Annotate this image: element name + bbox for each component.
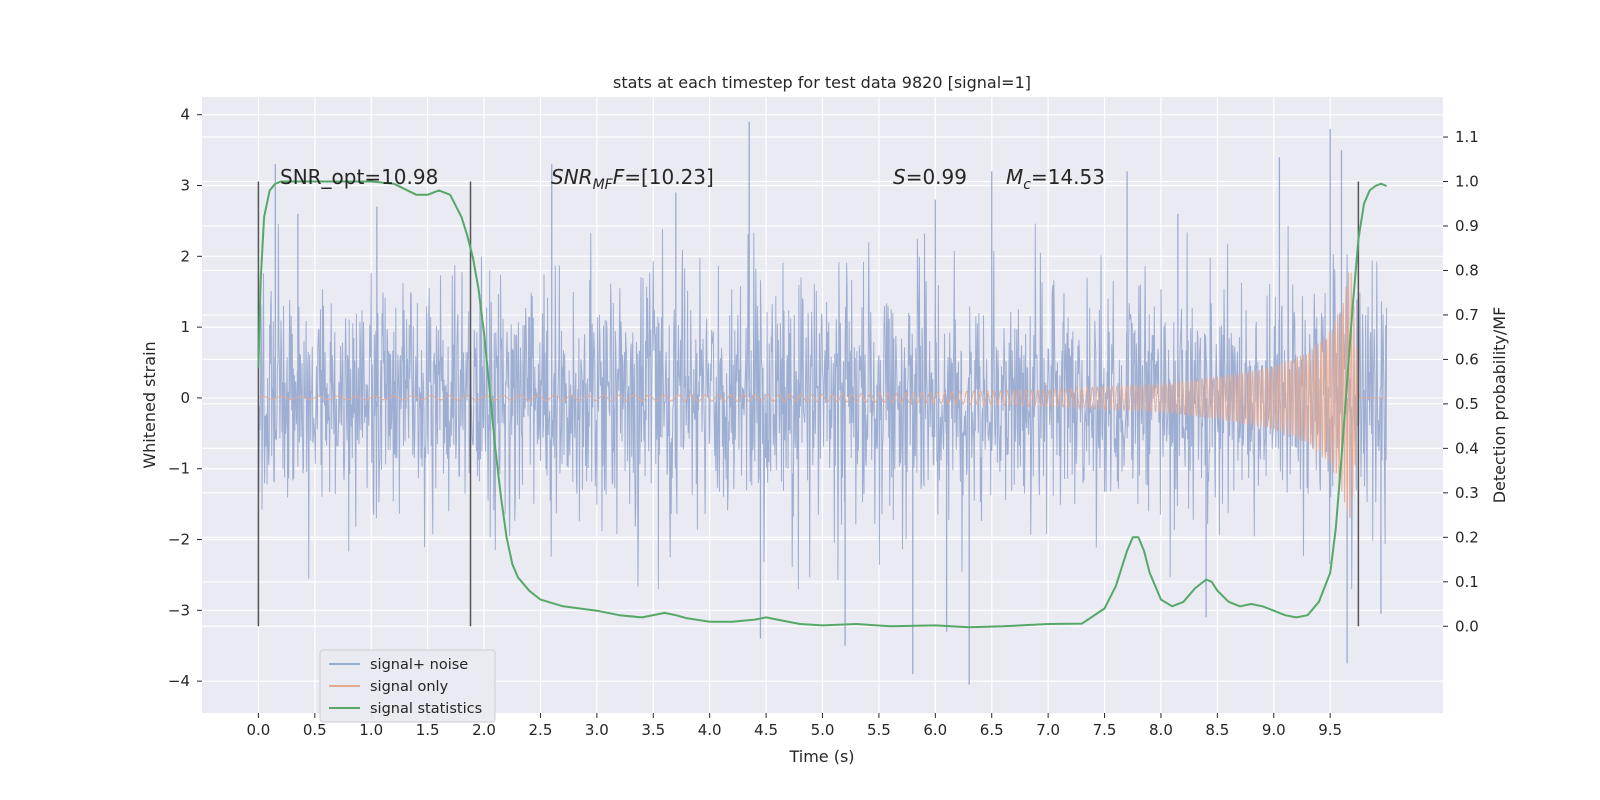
y2-axis-ticks: 1.1 1.0 0.9 0.8 0.7 0.6 0.5 0.4 0.3 0.2 0.1 0.0: [1443, 128, 1479, 635]
mc-symbol: M: [1006, 165, 1023, 189]
y-tick-label: 1: [180, 318, 190, 336]
y2-tick-label: 0.8: [1455, 261, 1479, 279]
x-tick-label: 6.5: [980, 721, 1004, 739]
x-tick-label: 4.5: [754, 721, 778, 739]
legend-label-stats: signal statistics: [370, 701, 482, 717]
y2-tick-label: 0.7: [1455, 306, 1479, 324]
y-tick-label: 3: [180, 177, 190, 195]
y2-tick-label: 0.3: [1455, 484, 1479, 502]
x-tick-label: 1.5: [416, 721, 440, 739]
x-tick-label: 5.5: [867, 721, 891, 739]
x-tick-label: 8.5: [1205, 721, 1229, 739]
x-tick-label: 0.0: [246, 721, 270, 739]
y-tick-label: 4: [180, 106, 190, 124]
snr-mf-f: F: [613, 165, 625, 189]
annotation-s: S=0.99: [893, 165, 967, 189]
y-axis-title: Whitened strain: [140, 341, 159, 468]
statistics-series: [257, 180, 1387, 629]
y2-tick-label: 0.2: [1455, 528, 1479, 546]
y-tick-label: 0: [180, 389, 190, 407]
noise-line: [257, 223, 1388, 590]
y2-tick-label: 1.1: [1455, 128, 1479, 146]
x-tick-label: 2.0: [472, 721, 496, 739]
annotation-mc: Mc=14.53: [1006, 165, 1105, 193]
s-value: =0.99: [906, 165, 967, 189]
legend-label-noise: signal+ noise: [370, 657, 468, 673]
y2-tick-label: 0.5: [1455, 395, 1479, 413]
legend: signal+ noise signal only signal statist…: [319, 649, 496, 723]
x-tick-label: 2.5: [529, 721, 553, 739]
legend-label-signal: signal only: [370, 679, 449, 695]
x-axis-title: Time (s): [788, 747, 854, 766]
s-symbol: S: [893, 165, 906, 189]
x-tick-label: 1.0: [359, 721, 383, 739]
x-tick-label: 7.5: [1093, 721, 1117, 739]
y2-tick-label: 0.0: [1455, 617, 1479, 635]
y-tick-label: 2: [180, 247, 190, 265]
y2-tick-label: 1.0: [1455, 173, 1479, 191]
x-tick-label: 0.5: [303, 721, 327, 739]
y-axis-ticks: 4 3 2 1 0 −1 −2 −3 −4: [168, 106, 202, 690]
signal-series: [258, 272, 1387, 518]
y-tick-label: −2: [168, 531, 190, 549]
snr-mf-symbol: SNR: [551, 165, 593, 189]
y-tick-label: −3: [168, 601, 190, 619]
y2-tick-label: 0.1: [1455, 573, 1479, 591]
signal-line: [258, 272, 1387, 518]
x-tick-label: 3.5: [641, 721, 665, 739]
x-tick-label: 8.0: [1149, 721, 1173, 739]
y2-axis-title: Detection probability/MF: [1490, 307, 1509, 504]
mc-subscript: c: [1023, 177, 1031, 193]
x-axis-ticks: 0.0 0.5 1.0 1.5 2.0 2.5 3.0 3.5 4.0 4.5 5.0 5.5 6.0 6…: [246, 713, 1342, 739]
x-tick-label: 6.0: [923, 721, 947, 739]
chart-title: stats at each timestep for test data 982…: [613, 73, 1031, 92]
statistics-line: [257, 180, 1387, 629]
snr-mf-subscript: MF: [593, 177, 614, 193]
annotation-snr-opt: SNR_opt=10.98: [280, 165, 438, 189]
y-tick-label: −4: [168, 672, 190, 690]
legend-box: [319, 649, 496, 723]
y2-tick-label: 0.4: [1455, 439, 1479, 457]
y2-tick-label: 0.9: [1455, 217, 1479, 235]
y-tick-label: −1: [168, 460, 190, 478]
x-tick-label: 9.5: [1318, 721, 1342, 739]
x-tick-label: 9.0: [1262, 721, 1286, 739]
x-tick-label: 5.0: [811, 721, 835, 739]
y2-tick-label: 0.6: [1455, 350, 1479, 368]
x-tick-label: 4.0: [698, 721, 722, 739]
snr-mf-value: =[10.23]: [624, 165, 714, 189]
annotation-snr-mf: SNRMFF=[10.23]: [551, 165, 714, 193]
x-tick-label: 7.0: [1036, 721, 1060, 739]
mc-value: =14.53: [1031, 165, 1105, 189]
vertical-markers: [257, 181, 1360, 627]
x-tick-label: 3.0: [585, 721, 609, 739]
